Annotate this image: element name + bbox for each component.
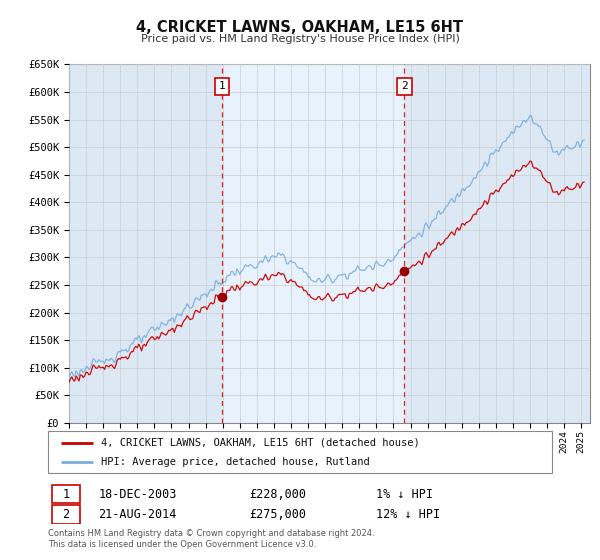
Text: 4, CRICKET LAWNS, OAKHAM, LE15 6HT: 4, CRICKET LAWNS, OAKHAM, LE15 6HT xyxy=(137,20,464,35)
Text: 1: 1 xyxy=(62,488,70,501)
Text: 18-DEC-2003: 18-DEC-2003 xyxy=(98,488,177,501)
FancyBboxPatch shape xyxy=(48,431,552,473)
Text: Price paid vs. HM Land Registry's House Price Index (HPI): Price paid vs. HM Land Registry's House … xyxy=(140,34,460,44)
Text: Contains HM Land Registry data © Crown copyright and database right 2024.
This d: Contains HM Land Registry data © Crown c… xyxy=(48,529,374,549)
Text: £275,000: £275,000 xyxy=(250,508,307,521)
Text: 4, CRICKET LAWNS, OAKHAM, LE15 6HT (detached house): 4, CRICKET LAWNS, OAKHAM, LE15 6HT (deta… xyxy=(101,438,419,448)
Text: 2: 2 xyxy=(62,508,70,521)
Text: 1: 1 xyxy=(218,81,226,91)
FancyBboxPatch shape xyxy=(52,484,80,503)
Text: £228,000: £228,000 xyxy=(250,488,307,501)
FancyBboxPatch shape xyxy=(52,505,80,524)
Bar xyxy=(222,64,404,423)
Text: HPI: Average price, detached house, Rutland: HPI: Average price, detached house, Rutl… xyxy=(101,457,370,467)
Text: 2: 2 xyxy=(401,81,408,91)
Text: 1% ↓ HPI: 1% ↓ HPI xyxy=(376,488,433,501)
Text: 12% ↓ HPI: 12% ↓ HPI xyxy=(376,508,440,521)
Text: 21-AUG-2014: 21-AUG-2014 xyxy=(98,508,177,521)
